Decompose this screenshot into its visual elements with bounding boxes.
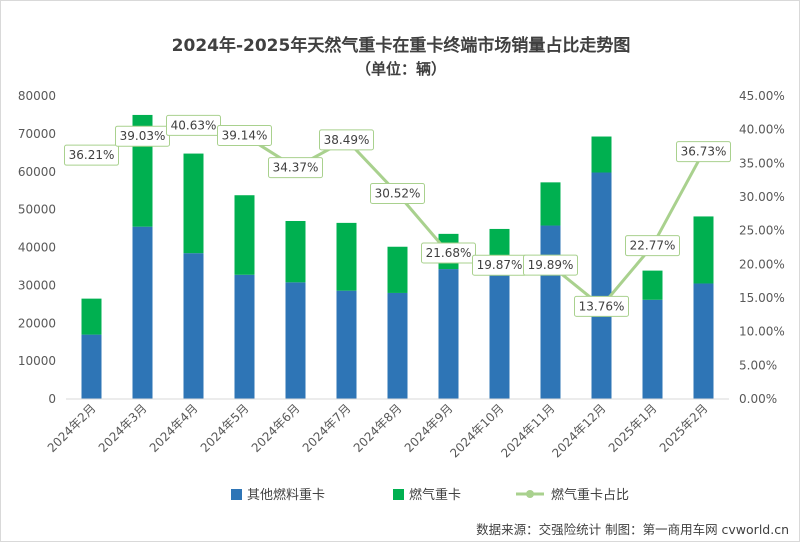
left-tick-label: 20000 [18, 316, 56, 330]
chart-title: 2024年-2025年天然气重卡在重卡终端市场销量占比走势图 [172, 35, 631, 56]
right-tick-label: 45.00% [739, 89, 785, 103]
ratio-label: 19.89% [528, 258, 574, 272]
x-tick-label: 2025年1月 [606, 401, 660, 455]
bar-other-fuel [540, 225, 561, 399]
x-tick-label: 2024年8月 [351, 401, 405, 455]
ratio-label: 40.63% [171, 118, 217, 132]
x-tick-label: 2024年12月 [549, 401, 608, 460]
ratio-data-labels: 36.21% 39.03% 40.63% 39.14% 34.37% 38.49% 30.5… [64, 114, 731, 317]
right-tick-label: 20.00% [739, 257, 785, 271]
ratio-label-box [217, 124, 272, 146]
ratio-label-box [523, 254, 578, 276]
right-tick-label: 25.00% [739, 224, 785, 238]
ratio-label: 36.73% [681, 145, 727, 159]
bar-series [81, 114, 714, 399]
bar-gas [540, 182, 561, 226]
x-tick-label: 2024年4月 [147, 401, 201, 455]
ratio-label: 22.77% [630, 239, 676, 253]
legend-label-gas: 燃气重卡 [409, 487, 461, 503]
ratio-label-box [319, 129, 374, 151]
ratio-label: 34.37% [273, 161, 319, 175]
x-tick-label: 2024年3月 [96, 401, 150, 455]
ratio-label-box [625, 235, 680, 257]
bar-other-fuel [132, 226, 153, 399]
bar-other-fuel [693, 283, 714, 399]
bar-other-fuel [489, 262, 510, 399]
x-tick-label: 2024年11月 [498, 401, 557, 460]
right-tick-label: 10.00% [739, 325, 785, 339]
ratio-label: 13.76% [579, 299, 625, 313]
x-tick-label: 2024年10月 [447, 401, 506, 460]
ratio-label-box [370, 182, 425, 204]
bar-other-fuel [183, 253, 204, 399]
right-tick-label: 5.00% [739, 358, 777, 372]
right-tick-label: 35.00% [739, 156, 785, 170]
x-axis-labels: 2024年2月2024年3月2024年4月2024年5月2024年6月2024年… [45, 401, 711, 460]
ratio-label: 38.49% [324, 133, 370, 147]
left-tick-label: 30000 [18, 278, 56, 292]
ratio-label-box [574, 295, 629, 317]
ratio-label: 36.21% [69, 148, 115, 162]
x-tick-label: 2024年6月 [249, 401, 303, 455]
right-tick-label: 15.00% [739, 291, 785, 305]
ratio-label-box [64, 144, 119, 166]
bar-other-fuel [285, 282, 306, 399]
x-tick-label: 2024年2月 [45, 401, 99, 455]
chart-subtitle: （单位：辆） [356, 60, 446, 78]
bar-gas [234, 195, 255, 275]
right-tick-label: 0.00% [739, 392, 777, 406]
legend-swatch-gas [393, 489, 404, 500]
left-tick-label: 80000 [18, 89, 56, 103]
left-tick-label: 0 [48, 392, 56, 406]
ratio-label: 21.68% [426, 246, 472, 260]
x-tick-label: 2024年7月 [300, 401, 354, 455]
ratio-label: 19.87% [477, 258, 523, 272]
legend-swatch-ratio-marker [526, 490, 534, 498]
right-tick-label: 40.00% [739, 123, 785, 137]
right-tick-label: 30.00% [739, 190, 785, 204]
bar-gas [591, 136, 612, 173]
bar-other-fuel [234, 274, 255, 399]
bar-gas [642, 270, 663, 300]
ratio-label: 39.03% [120, 129, 166, 143]
source-note: 数据来源：交强险统计 制图：第一商用车网 cvworld.cn [476, 522, 789, 537]
bar-other-fuel [387, 292, 408, 399]
x-tick-label: 2024年5月 [198, 401, 252, 455]
bar-gas [387, 246, 408, 293]
left-axis: 0 10000 20000 30000 40000 50000 60000 70000 8000… [18, 89, 56, 406]
ratio-label: 30.52% [375, 186, 421, 200]
legend-label-other-fuel: 其他燃料重卡 [247, 487, 325, 503]
left-tick-label: 70000 [18, 127, 56, 141]
ratio-label-box [676, 141, 731, 163]
ratio-label-box [115, 125, 170, 147]
bar-other-fuel [81, 334, 102, 399]
bar-gas [183, 153, 204, 254]
bar-other-fuel [642, 299, 663, 399]
bar-gas [489, 228, 510, 263]
bar-gas [81, 298, 102, 335]
left-tick-label: 60000 [18, 165, 56, 179]
left-tick-label: 40000 [18, 241, 56, 255]
ratio-label-box [421, 242, 476, 264]
bar-other-fuel [336, 290, 357, 399]
ratio-label: 39.14% [222, 128, 268, 142]
bar-gas [285, 220, 306, 283]
legend-label-ratio: 燃气重卡占比 [551, 487, 629, 503]
bar-other-fuel [591, 172, 612, 399]
x-tick-label: 2024年9月 [402, 401, 456, 455]
left-tick-label: 50000 [18, 203, 56, 217]
bar-gas [693, 216, 714, 284]
legend: 其他燃料重卡 燃气重卡 燃气重卡占比 [231, 487, 629, 503]
legend-swatch-other-fuel [231, 489, 242, 500]
right-axis: 0.00% 5.00% 10.00% 15.00% 20.00% 25.00% 30.00%… [739, 89, 785, 406]
bar-other-fuel [438, 269, 459, 399]
x-tick-label: 2025年2月 [657, 401, 711, 455]
ratio-label-box [268, 157, 323, 179]
left-tick-label: 10000 [18, 354, 56, 368]
bar-gas [336, 222, 357, 291]
